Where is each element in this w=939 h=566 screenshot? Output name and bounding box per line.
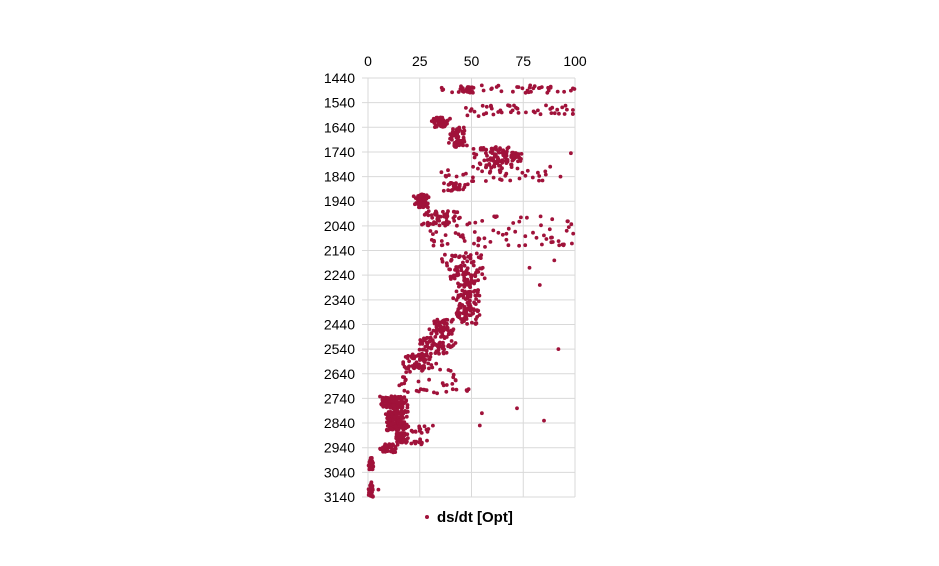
y-tick-label: 1840 bbox=[324, 169, 355, 185]
legend-label: ds/dt [Opt] bbox=[437, 509, 513, 526]
x-axis-ticks: 0 25 50 75 100 bbox=[364, 53, 587, 69]
x-tick-label: 75 bbox=[515, 53, 531, 69]
y-tick-label: 1940 bbox=[324, 193, 355, 209]
y-tick-label: 1640 bbox=[324, 119, 355, 135]
y-tick-label: 2340 bbox=[324, 292, 355, 308]
y-tick-label: 1740 bbox=[324, 144, 355, 160]
y-tick-label: 2740 bbox=[324, 390, 355, 406]
legend-marker-icon bbox=[425, 515, 429, 519]
x-tick-label: 100 bbox=[563, 53, 587, 69]
x-tick-label: 0 bbox=[364, 53, 372, 69]
y-tick-label: 2940 bbox=[324, 440, 355, 456]
y-axis-ticks: 1440 1540 1640 1740 1840 1940 2040 2140 2240 2340… bbox=[324, 70, 355, 505]
y-tick-label: 1440 bbox=[324, 70, 355, 86]
data-points bbox=[366, 83, 577, 499]
y-tick-label: 2840 bbox=[324, 415, 355, 431]
x-tick-label: 50 bbox=[464, 53, 480, 69]
y-tick-label: 1540 bbox=[324, 95, 355, 111]
y-tick-label: 2240 bbox=[324, 267, 355, 283]
y-tick-label: 2640 bbox=[324, 366, 355, 382]
y-tick-label: 2440 bbox=[324, 316, 355, 332]
y-tick-label: 3140 bbox=[324, 489, 355, 505]
y-tick-label: 2140 bbox=[324, 243, 355, 259]
y-tick-label: 3040 bbox=[324, 464, 355, 480]
legend: ds/dt [Opt] bbox=[425, 509, 513, 526]
y-tick-label: 2540 bbox=[324, 341, 355, 357]
y-tick-label: 2040 bbox=[324, 218, 355, 234]
x-tick-label: 25 bbox=[412, 53, 428, 69]
